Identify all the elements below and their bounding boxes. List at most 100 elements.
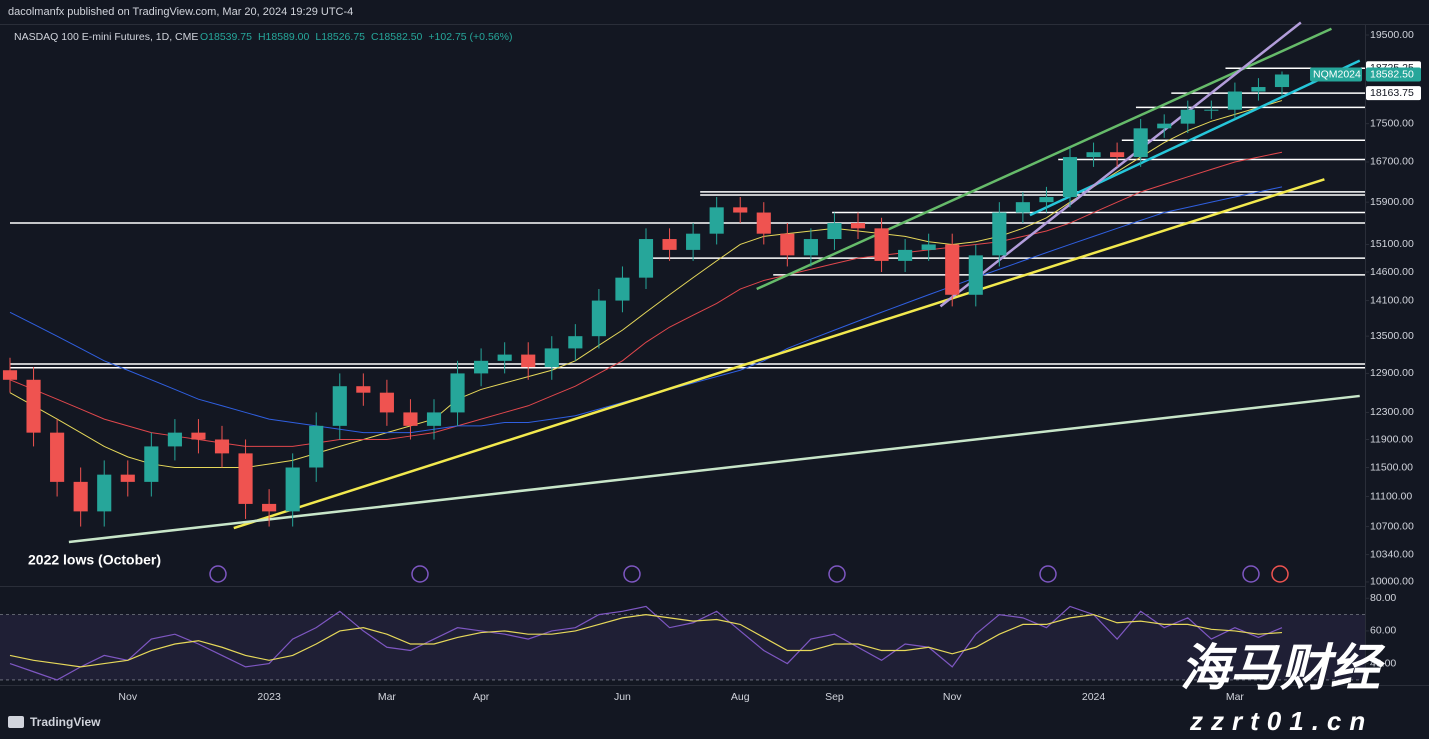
y-tick-label: 14600.00 [1370, 266, 1414, 278]
legend-stat: L18526.75 [315, 31, 365, 43]
trendline [756, 27, 1332, 291]
candle-body [26, 379, 41, 433]
y-tick-label: 11900.00 [1370, 433, 1413, 445]
candle-body [898, 249, 913, 261]
candle-body [591, 300, 606, 337]
symbol-label: NQM2024 [1313, 68, 1361, 80]
icons [209, 565, 1289, 583]
candle-body [309, 425, 324, 468]
candle-body [426, 412, 442, 426]
candle-body [638, 239, 654, 278]
y-tick-label: 17500.00 [1370, 117, 1414, 129]
annotation: 2022 lows (October) [28, 552, 161, 568]
candle-body [803, 239, 818, 256]
candle-body [1180, 109, 1195, 124]
line-series [9, 605, 1283, 681]
price-label-box [1366, 67, 1421, 82]
candle-body [1133, 128, 1148, 158]
candle-body [850, 223, 866, 229]
y-tick-label: 10340.00 [1370, 548, 1414, 560]
candle-body [238, 453, 253, 504]
x-tick-label: Jun [614, 691, 631, 703]
candle-body [1110, 152, 1125, 158]
y-tick-label: 15100.00 [1370, 238, 1414, 250]
candle-body [921, 244, 936, 250]
candle-body [1274, 74, 1290, 88]
y-tick-label: 19500.00 [1370, 29, 1414, 41]
candle-body [450, 373, 465, 413]
candle-body [379, 392, 394, 413]
x-tick-label: 2023 [257, 691, 281, 703]
price-label: 18163.75 [1370, 87, 1414, 99]
y-tick-label: 11500.00 [1370, 461, 1413, 473]
candle-body [662, 239, 677, 250]
candle-body [97, 474, 112, 512]
candle-body [403, 412, 418, 426]
candle-body [521, 354, 536, 368]
candle-body [332, 386, 347, 426]
trendline [939, 21, 1302, 308]
candle-body [992, 212, 1007, 256]
y-tick-label: 10700.00 [1370, 520, 1414, 532]
candle-body [1039, 197, 1054, 203]
candle-body [756, 212, 771, 234]
x-tick-label: Sep [825, 691, 844, 703]
y-tick-label: 13500.00 [1370, 330, 1414, 342]
line-series [9, 613, 1283, 668]
candle-body [827, 223, 842, 240]
candle-body [1157, 123, 1172, 129]
publisher: dacolmanfx published on TradingView.com,… [8, 6, 353, 18]
candle-body [474, 360, 489, 374]
candle-body [874, 228, 889, 261]
y-tick-label: 12300.00 [1370, 406, 1414, 418]
legend-stat: O18539.75 [200, 31, 252, 43]
footer: TradingView [30, 715, 101, 729]
candle-body [120, 474, 135, 482]
candle-body [709, 207, 724, 234]
y-tick-label: 40.00 [1370, 657, 1396, 669]
legend-stat: C18582.50 [371, 31, 423, 43]
x-tick-label: Nov [118, 691, 137, 703]
candle-body [497, 354, 512, 361]
watermark-site: zzrt01.cn [1189, 706, 1373, 736]
candle-body [1251, 87, 1266, 92]
y-tick-label: 15900.00 [1370, 196, 1414, 208]
trendline [233, 178, 1325, 530]
candle-body [144, 446, 159, 482]
watermark: 海马财经 [1180, 640, 1386, 696]
x-tick-label: 2024 [1082, 691, 1106, 703]
candle-body [544, 348, 559, 368]
y-tick-label: 14100.00 [1370, 294, 1414, 306]
candle-body [686, 233, 701, 250]
chart-title: NASDAQ 100 E-mini Futures, 1D, CME [14, 31, 198, 43]
x-tick-label: Mar [378, 691, 397, 703]
candle-body [968, 255, 983, 295]
candle-body [262, 503, 277, 512]
candle-body [568, 336, 583, 349]
x-tick-label: Mar [1226, 691, 1245, 703]
candle-body [356, 386, 371, 393]
candle-body [733, 207, 748, 213]
logo [8, 716, 24, 728]
legend-stat: +102.75 (+0.56%) [428, 31, 512, 43]
trendline [1029, 59, 1361, 217]
x-tick-label: Aug [731, 691, 750, 703]
symbol-box [1310, 67, 1362, 82]
candle-body [1015, 202, 1030, 213]
candle-body [50, 432, 65, 482]
trendline [68, 394, 1360, 544]
candle-body [1062, 157, 1078, 198]
y-tick-label: 80.00 [1370, 592, 1396, 604]
candle-body [945, 244, 960, 295]
legend-stat: H18589.00 [258, 31, 310, 43]
candle-body [285, 467, 300, 512]
candle-body [73, 481, 88, 512]
candle-body [167, 432, 182, 447]
y-tick-label: 16700.00 [1370, 156, 1414, 168]
candle-body [1204, 109, 1219, 111]
x-tick-label: Apr [473, 691, 490, 703]
y-tick-label: 12900.00 [1370, 367, 1414, 379]
candle-body [1086, 152, 1101, 158]
x-tick-label: Nov [943, 691, 962, 703]
